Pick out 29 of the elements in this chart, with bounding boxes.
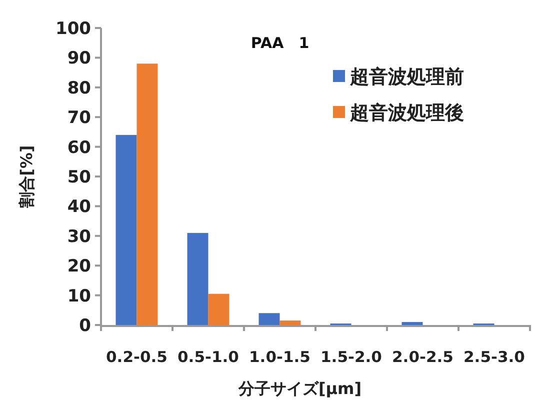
y-axis-title: 割合[%]	[17, 145, 36, 209]
x-tick-label: 2.5-3.0	[464, 348, 525, 366]
x-axis-title: 分子サイズ[μm]	[237, 379, 362, 398]
y-tick-label: 40	[67, 197, 92, 218]
y-tick-label: 10	[67, 286, 92, 306]
y-tick-label: 30	[67, 226, 92, 247]
text: PAA 1	[250, 34, 310, 52]
x-tick-label: 1.0-1.5	[249, 348, 310, 366]
bar	[187, 232, 208, 325]
bar	[116, 134, 137, 325]
bar	[258, 313, 280, 325]
y-tick-label: 80	[67, 78, 92, 98]
y-tick-label: 50	[67, 168, 92, 188]
y-tick-label: 20	[67, 256, 92, 277]
bar	[208, 294, 230, 325]
y-tick-label: 60	[67, 138, 92, 158]
bar	[280, 320, 301, 325]
x-tick-label: 0.5-1.0	[178, 348, 239, 366]
x-tick-label: 0.2-0.5	[106, 348, 168, 366]
legend-label: 超音波処理前	[349, 66, 464, 88]
y-tick-label: 90	[67, 48, 92, 69]
legend-label: 超音波処理後	[349, 102, 464, 124]
y-tick-label: 0	[79, 316, 92, 336]
y-tick-label: 70	[67, 108, 92, 128]
bar	[402, 322, 423, 325]
x-tick-label: 1.5-2.0	[320, 348, 382, 366]
x-tick-label: 2.0-2.5	[392, 348, 454, 366]
bar	[136, 64, 158, 325]
y-tick-label: 100	[56, 19, 92, 39]
